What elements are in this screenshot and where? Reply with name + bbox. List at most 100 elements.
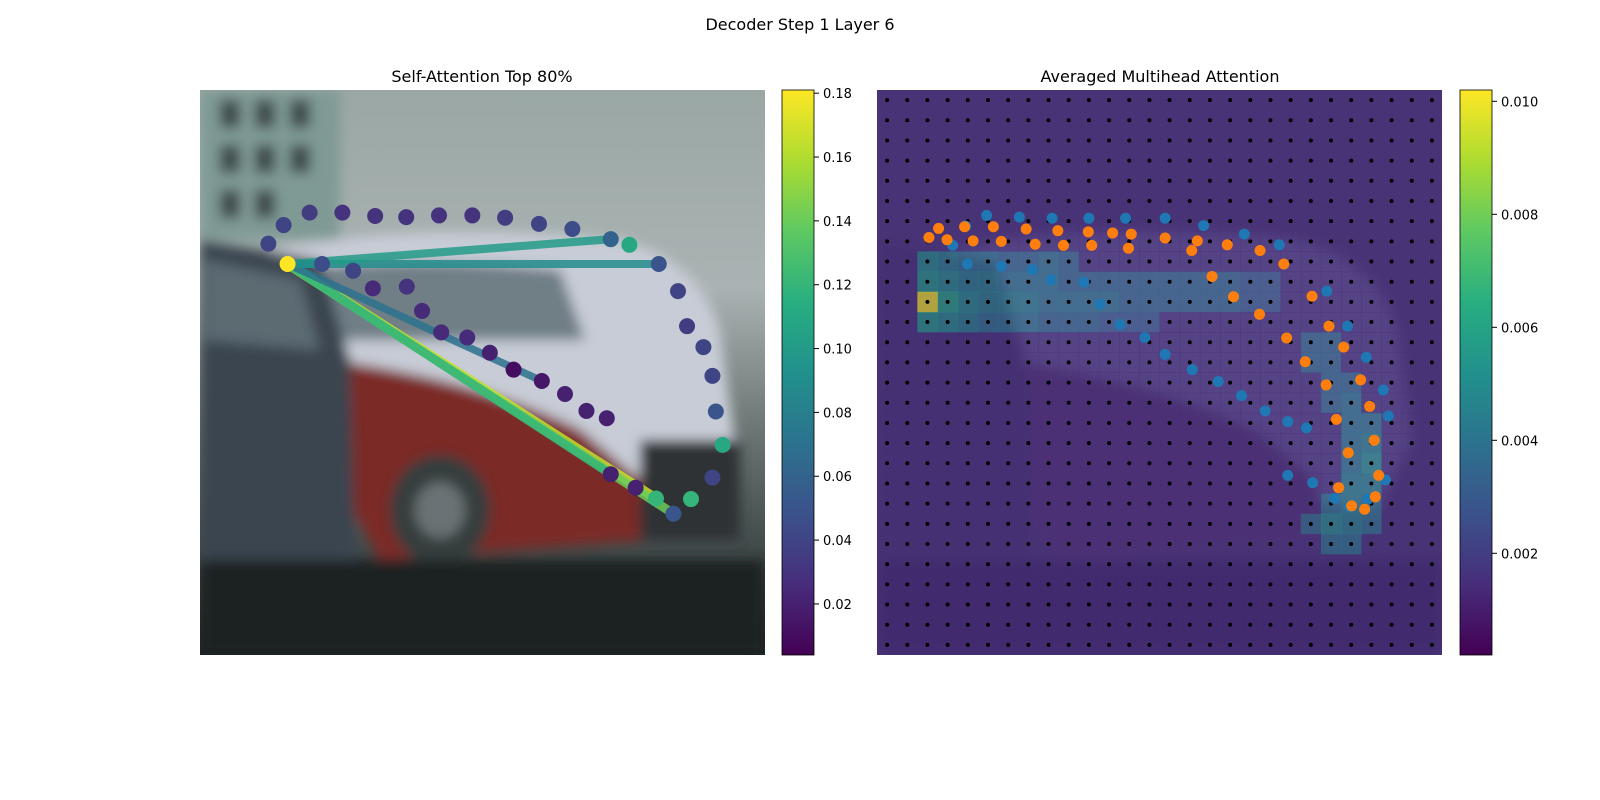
attention-point	[621, 236, 638, 253]
grid-dot	[1349, 622, 1354, 627]
grid-dot	[1066, 420, 1071, 425]
grid-dot	[905, 118, 910, 123]
grid-dot	[885, 562, 890, 567]
grid-dot	[1248, 320, 1253, 325]
grid-dot	[965, 198, 970, 203]
grid-dot	[1207, 360, 1212, 365]
grid-dot	[965, 380, 970, 385]
grid-dot	[965, 118, 970, 123]
grid-dot	[1066, 481, 1071, 486]
grid-dot	[985, 299, 990, 304]
grid-dot	[1147, 178, 1152, 183]
grid-dot	[1248, 481, 1253, 486]
grid-dot	[1409, 239, 1414, 244]
grid-dot	[1329, 642, 1334, 647]
grid-dot	[1026, 461, 1031, 466]
grid-dot	[985, 239, 990, 244]
grid-dot	[1026, 259, 1031, 264]
attention-point	[650, 256, 667, 273]
grid-dot	[1409, 542, 1414, 547]
grid-dot	[885, 198, 890, 203]
grid-dot	[925, 562, 930, 567]
grid-dot	[1107, 642, 1112, 647]
grid-dot	[1207, 400, 1212, 405]
blue-series-point	[1186, 364, 1198, 376]
grid-dot	[1288, 239, 1293, 244]
grid-dot	[1066, 118, 1071, 123]
grid-dot	[1329, 340, 1334, 345]
orange-series-point	[967, 235, 979, 247]
grid-dot	[945, 219, 950, 224]
grid-dot	[945, 441, 950, 446]
grid-dot	[1369, 380, 1374, 385]
grid-dot	[1248, 118, 1253, 123]
grid-dot	[1429, 642, 1434, 647]
grid-dot	[925, 320, 930, 325]
orange-series-point	[1254, 308, 1266, 320]
attention-link	[283, 260, 546, 385]
grid-dot	[1228, 622, 1233, 627]
grid-dot	[1349, 441, 1354, 446]
grid-dot	[1006, 198, 1011, 203]
grid-dot	[1207, 380, 1212, 385]
orange-series-point	[1086, 239, 1098, 251]
colorbar-tick-label: 0.18	[823, 87, 852, 102]
grid-dot	[1248, 198, 1253, 203]
grid-dot	[1429, 158, 1434, 163]
grid-dot	[1248, 360, 1253, 365]
grid-dot	[1046, 259, 1051, 264]
grid-dot	[1349, 642, 1354, 647]
grid-dot	[1086, 138, 1091, 143]
grid-dot	[1429, 259, 1434, 264]
blue-series-point	[1094, 298, 1106, 310]
grid-dot	[1349, 299, 1354, 304]
grid-dot	[925, 198, 930, 203]
grid-dot	[1086, 400, 1091, 405]
grid-dot	[1147, 259, 1152, 264]
attention-point	[714, 436, 731, 453]
grid-dot	[1429, 279, 1434, 284]
grid-dot	[885, 158, 890, 163]
grid-dot	[1268, 501, 1273, 506]
grid-dot	[1409, 98, 1414, 103]
grid-dot	[1086, 602, 1091, 607]
grid-dot	[1308, 259, 1313, 264]
grid-dot	[1409, 622, 1414, 627]
grid-dot	[985, 521, 990, 526]
blue-series-point	[1139, 331, 1151, 343]
grid-dot	[905, 360, 910, 365]
grid-dot	[905, 602, 910, 607]
grid-dot	[1066, 299, 1071, 304]
grid-dot	[1006, 380, 1011, 385]
grid-dot	[1026, 380, 1031, 385]
grid-dot	[985, 380, 990, 385]
grid-dot	[1369, 360, 1374, 365]
grid-dot	[1429, 239, 1434, 244]
grid-dot	[1369, 481, 1374, 486]
grid-dot	[945, 622, 950, 627]
grid-dot	[925, 178, 930, 183]
grid-dot	[1228, 400, 1233, 405]
grid-dot	[1006, 98, 1011, 103]
orange-series-point	[1221, 239, 1233, 251]
grid-dot	[1086, 198, 1091, 203]
grid-dot	[1369, 622, 1374, 627]
grid-dot	[1147, 380, 1152, 385]
grid-dot	[885, 542, 890, 547]
grid-dot	[965, 461, 970, 466]
grid-dot	[1107, 602, 1112, 607]
grid-dot	[885, 340, 890, 345]
grid-dot	[1228, 542, 1233, 547]
grid-dot	[1086, 582, 1091, 587]
colorbar-tick-label: 0.16	[823, 151, 852, 166]
grid-dot	[1308, 118, 1313, 123]
grid-dot	[1046, 178, 1051, 183]
grid-dot	[885, 299, 890, 304]
grid-dot	[1429, 481, 1434, 486]
grid-dot	[1349, 562, 1354, 567]
left-photo-background	[200, 90, 765, 655]
grid-dot	[1308, 521, 1313, 526]
grid-dot	[1127, 441, 1132, 446]
grid-dot	[1409, 138, 1414, 143]
grid-dot	[1187, 380, 1192, 385]
